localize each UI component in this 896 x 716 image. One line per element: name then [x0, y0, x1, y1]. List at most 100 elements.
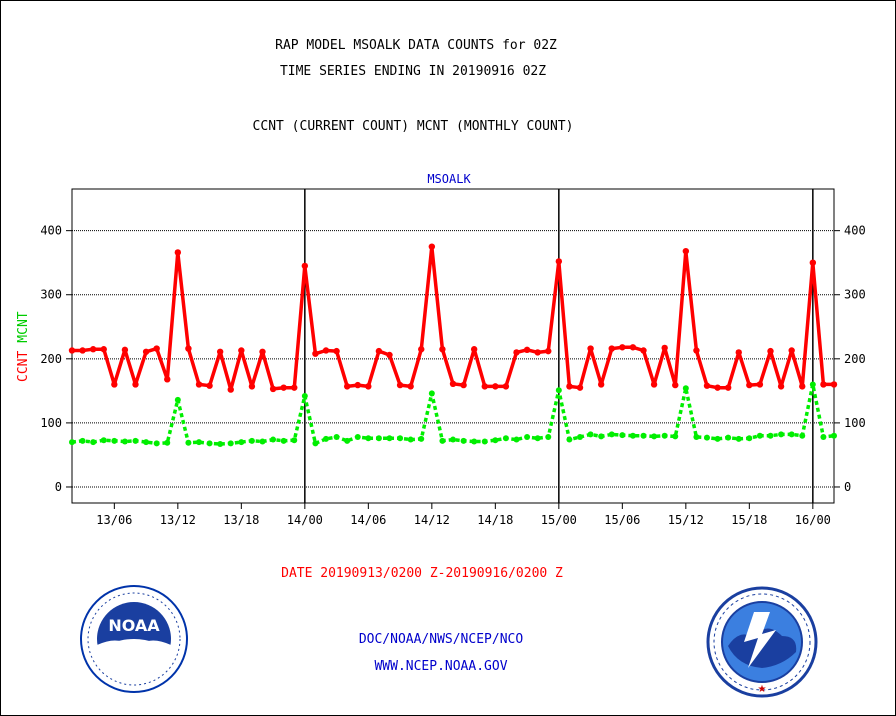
- date-range: DATE 20190913/0200 Z-20190916/0200 Z: [281, 566, 563, 581]
- point-ccnt-48: [576, 384, 584, 391]
- point-mcnt-47: [566, 436, 573, 443]
- point-ccnt-15: [227, 386, 234, 393]
- point-ccnt-0: [68, 347, 76, 354]
- x-tick-label-9: 15/12: [668, 513, 704, 527]
- credit-line-1: DOC/NOAA/NWS/NCEP/NCO: [358, 632, 524, 647]
- y-tick-label-left-3: 300: [40, 288, 62, 302]
- point-ccnt-26: [343, 383, 351, 390]
- point-mcnt-13: [206, 440, 213, 447]
- point-mcnt-32: [407, 436, 414, 443]
- x-tick-label-8: 15/06: [604, 513, 640, 527]
- credit-line-2: WWW.NCEP.NOAA.GOV: [374, 659, 508, 674]
- point-mcnt-11: [185, 439, 192, 446]
- point-ccnt-1: [79, 347, 86, 354]
- point-ccnt-29: [375, 347, 383, 355]
- point-mcnt-23: [312, 440, 319, 447]
- point-mcnt-37: [460, 437, 467, 444]
- point-mcnt-19: [270, 436, 277, 443]
- point-ccnt-35: [439, 346, 446, 353]
- point-mcnt-62: [725, 434, 732, 441]
- point-mcnt-66: [767, 432, 774, 439]
- chart-title-line1: RAP MODEL MSOALK DATA COUNTS for 02Z: [275, 38, 557, 53]
- point-ccnt-37: [460, 381, 467, 389]
- x-tick-label-1: 13/12: [160, 513, 196, 527]
- point-ccnt-67: [777, 383, 785, 390]
- point-ccnt-5: [121, 346, 129, 354]
- point-ccnt-3: [100, 346, 107, 353]
- point-ccnt-10: [174, 249, 182, 256]
- x-tick-label-11: 16/00: [795, 513, 831, 527]
- series-line-mcnt: [71, 382, 835, 446]
- point-mcnt-43: [524, 433, 531, 440]
- point-ccnt-44: [534, 349, 541, 356]
- point-mcnt-57: [672, 433, 679, 440]
- point-ccnt-31: [396, 381, 404, 389]
- point-ccnt-20: [280, 384, 287, 391]
- point-mcnt-49: [587, 431, 594, 438]
- point-mcnt-10: [174, 396, 181, 403]
- point-mcnt-71: [820, 433, 827, 440]
- y-tick-label-right-1: 100: [844, 416, 866, 430]
- point-mcnt-34: [428, 390, 435, 397]
- point-mcnt-44: [534, 435, 541, 442]
- point-ccnt-70: [809, 259, 817, 266]
- point-mcnt-22: [301, 392, 308, 399]
- point-ccnt-61: [714, 384, 721, 391]
- point-mcnt-27: [354, 433, 361, 440]
- point-mcnt-6: [132, 437, 139, 444]
- point-mcnt-0: [69, 439, 75, 446]
- point-ccnt-60: [703, 382, 711, 389]
- point-mcnt-63: [735, 435, 742, 442]
- point-ccnt-57: [672, 381, 679, 389]
- series-line-ccnt: [72, 244, 834, 392]
- point-mcnt-40: [492, 437, 499, 444]
- point-mcnt-16: [238, 439, 245, 446]
- y-tick-label-left-0: 0: [55, 480, 62, 494]
- point-mcnt-38: [471, 438, 478, 445]
- point-mcnt-60: [704, 434, 710, 441]
- point-mcnt-39: [481, 438, 488, 445]
- point-ccnt-63: [735, 349, 742, 356]
- point-ccnt-55: [650, 381, 658, 388]
- point-ccnt-8: [153, 345, 160, 352]
- x-tick-label-0: 13/06: [96, 513, 132, 527]
- chart-title-line2: TIME SERIES ENDING IN 20190916 02Z: [279, 64, 547, 79]
- point-ccnt-42: [513, 349, 520, 356]
- point-mcnt-2: [90, 439, 97, 446]
- point-mcnt-70: [809, 381, 816, 388]
- x-tick-label-10: 15/18: [731, 513, 767, 527]
- point-mcnt-58: [682, 385, 689, 392]
- point-ccnt-7: [142, 348, 150, 355]
- point-mcnt-48: [577, 433, 583, 440]
- point-mcnt-35: [439, 437, 446, 444]
- point-ccnt-56: [661, 344, 668, 352]
- point-ccnt-36: [449, 380, 457, 388]
- point-ccnt-18: [259, 348, 266, 355]
- point-mcnt-54: [640, 432, 647, 439]
- point-mcnt-59: [693, 433, 700, 440]
- point-ccnt-30: [386, 351, 393, 359]
- point-ccnt-68: [788, 347, 795, 354]
- point-ccnt-33: [418, 346, 425, 353]
- plot-area: [71, 188, 835, 504]
- point-ccnt-46: [555, 258, 563, 265]
- point-mcnt-1: [79, 437, 86, 444]
- x-tick-label-7: 15/00: [541, 513, 577, 527]
- point-mcnt-5: [121, 438, 128, 445]
- point-mcnt-56: [661, 432, 668, 439]
- point-ccnt-52: [619, 344, 626, 351]
- point-ccnt-58: [682, 247, 690, 255]
- point-mcnt-33: [418, 435, 425, 442]
- point-mcnt-7: [143, 439, 150, 446]
- point-ccnt-69: [799, 383, 806, 390]
- point-ccnt-32: [407, 383, 414, 390]
- point-mcnt-68: [788, 431, 795, 438]
- point-mcnt-4: [111, 437, 118, 444]
- x-tick-label-2: 13/18: [223, 513, 259, 527]
- point-mcnt-67: [778, 431, 785, 438]
- point-ccnt-14: [216, 348, 224, 355]
- point-mcnt-55: [651, 433, 658, 440]
- x-tick-label-3: 14/00: [287, 513, 323, 527]
- y-tick-label-left-1: 100: [40, 416, 62, 430]
- point-ccnt-21: [291, 384, 298, 391]
